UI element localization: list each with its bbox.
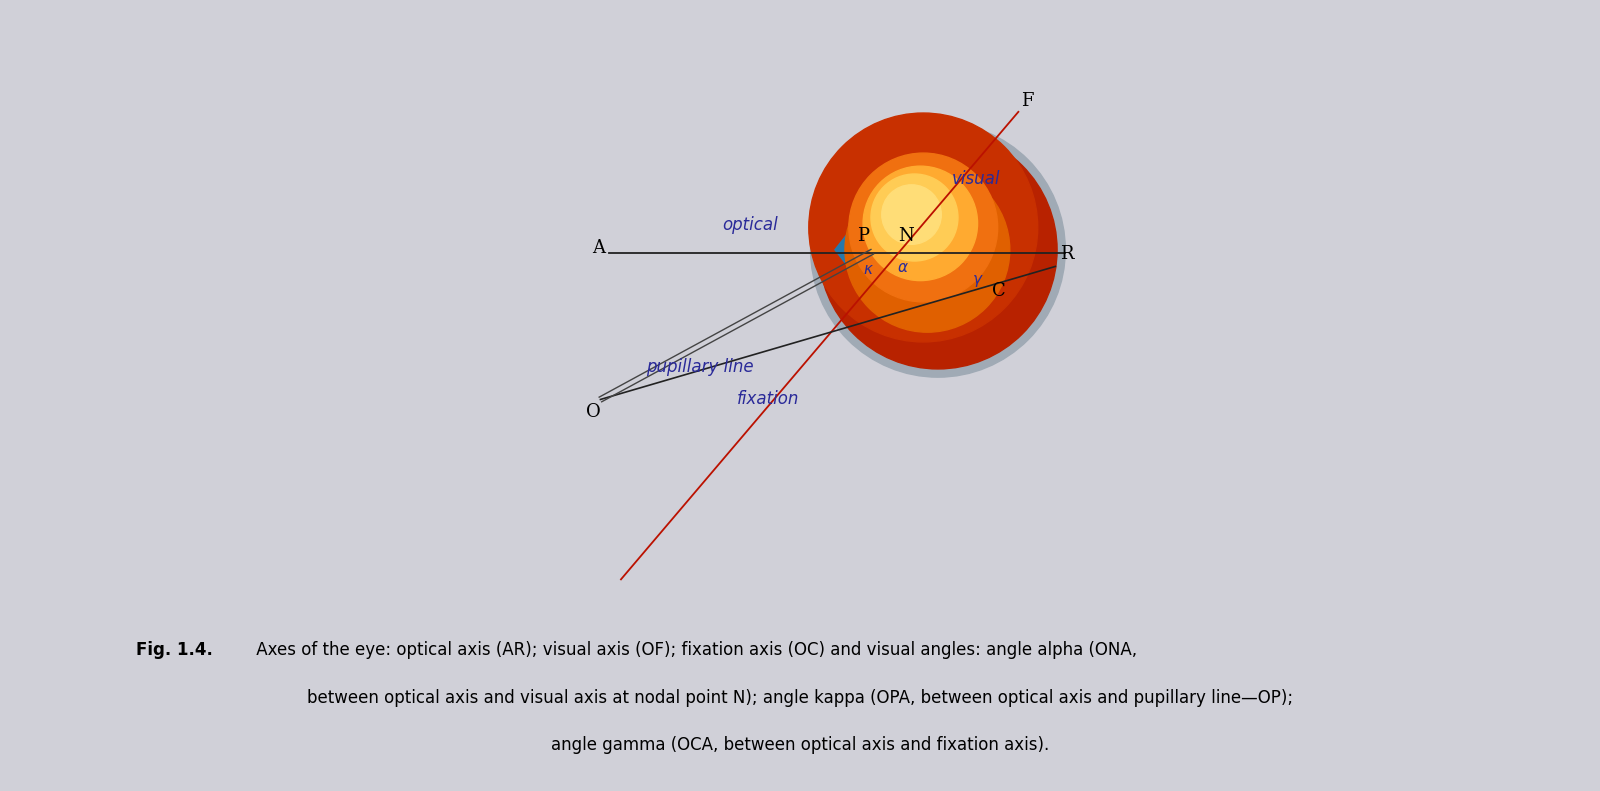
Circle shape bbox=[870, 174, 958, 261]
Text: A: A bbox=[592, 239, 605, 257]
Text: α: α bbox=[898, 260, 907, 275]
Circle shape bbox=[862, 166, 978, 281]
Circle shape bbox=[901, 205, 946, 251]
Text: Fig. 1.4.: Fig. 1.4. bbox=[136, 642, 213, 659]
Circle shape bbox=[877, 182, 970, 273]
Text: fixation: fixation bbox=[736, 391, 798, 408]
Circle shape bbox=[882, 185, 941, 244]
Circle shape bbox=[856, 163, 966, 272]
Circle shape bbox=[845, 168, 1010, 332]
Text: γ: γ bbox=[973, 271, 982, 286]
Text: pupillary line: pupillary line bbox=[646, 358, 754, 377]
Circle shape bbox=[864, 168, 982, 287]
Text: optical: optical bbox=[722, 216, 778, 233]
Circle shape bbox=[810, 113, 1038, 342]
Text: between optical axis and visual axis at nodal point N); angle kappa (OPA, betwee: between optical axis and visual axis at … bbox=[307, 689, 1293, 706]
Circle shape bbox=[821, 124, 1026, 331]
Circle shape bbox=[850, 153, 998, 302]
Text: P: P bbox=[858, 227, 869, 245]
Text: O: O bbox=[586, 403, 600, 422]
Circle shape bbox=[834, 138, 1013, 316]
Circle shape bbox=[874, 177, 942, 246]
Text: N: N bbox=[898, 227, 914, 245]
Text: C: C bbox=[992, 282, 1005, 300]
Text: κ: κ bbox=[862, 262, 872, 277]
Text: visual: visual bbox=[952, 170, 1000, 188]
Text: R: R bbox=[1059, 245, 1074, 263]
Circle shape bbox=[890, 193, 958, 262]
Circle shape bbox=[811, 123, 1066, 377]
Text: angle gamma (OCA, between optical axis and fixation axis).: angle gamma (OCA, between optical axis a… bbox=[550, 736, 1050, 754]
Wedge shape bbox=[835, 202, 894, 297]
Circle shape bbox=[850, 153, 998, 302]
Circle shape bbox=[819, 131, 1058, 369]
Text: Axes of the eye: optical axis (AR); visual axis (OF); fixation axis (OC) and vis: Axes of the eye: optical axis (AR); visu… bbox=[251, 642, 1138, 659]
Text: F: F bbox=[1021, 93, 1034, 110]
